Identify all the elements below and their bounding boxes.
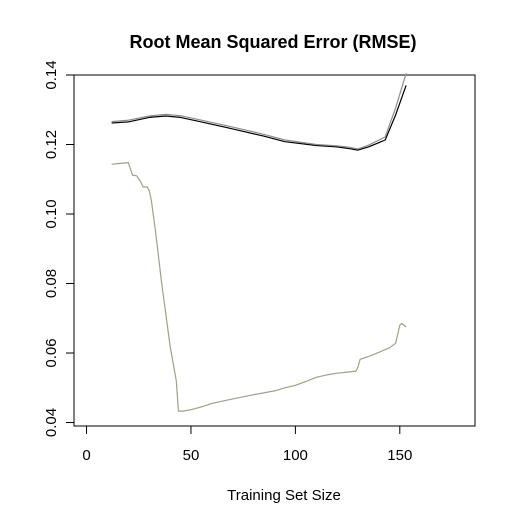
y-tick-label: 0.08 — [43, 269, 60, 298]
x-tick-label: 150 — [387, 447, 412, 464]
series-line-1 — [111, 85, 407, 151]
y-tick-label: 0.12 — [43, 130, 60, 159]
x-axis-label: Training Set Size — [227, 487, 341, 504]
plot-frame — [73, 74, 476, 427]
y-tick-label: 0.10 — [43, 199, 60, 228]
series-line-3 — [111, 162, 407, 412]
y-tick-label: 0.04 — [43, 408, 60, 437]
series-line-2 — [111, 73, 407, 150]
y-tick-label: 0.14 — [43, 60, 60, 89]
x-tick-label: 0 — [82, 447, 90, 464]
x-tick-label: 50 — [183, 447, 200, 464]
series-layer — [111, 73, 407, 412]
x-axis: 0 50 100 150 — [82, 425, 412, 464]
y-axis: 0.04 0.06 0.08 0.10 0.12 0.14 — [43, 60, 75, 437]
y-tick-label: 0.06 — [43, 338, 60, 367]
x-tick-label: 100 — [283, 447, 308, 464]
chart-title: Root Mean Squared Error (RMSE) — [129, 32, 416, 52]
